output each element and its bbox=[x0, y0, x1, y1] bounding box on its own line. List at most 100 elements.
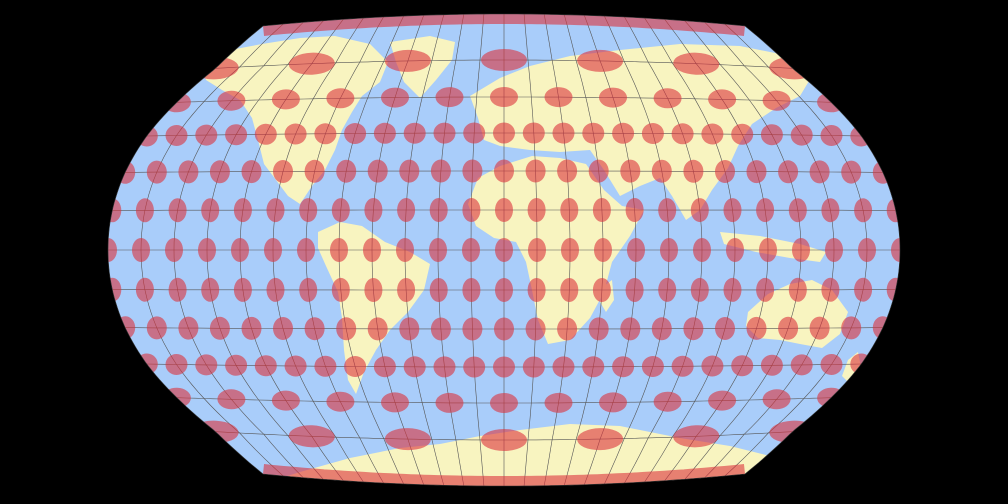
tissot-ellipse bbox=[690, 277, 709, 302]
tissot-ellipse bbox=[331, 198, 350, 223]
tissot-ellipse bbox=[429, 278, 448, 302]
tissot-ellipse bbox=[788, 277, 807, 302]
tissot-ellipse bbox=[288, 52, 335, 75]
tissot-ellipse bbox=[673, 425, 720, 448]
tissot-ellipse bbox=[132, 238, 150, 262]
tissot-ellipse bbox=[525, 317, 546, 341]
tissot-ellipse bbox=[588, 317, 609, 341]
tissot-ellipse bbox=[612, 356, 635, 378]
tissot-ellipse bbox=[304, 317, 325, 341]
tissot-ellipse bbox=[651, 159, 672, 183]
tissot-ellipse bbox=[397, 278, 416, 302]
tissot-ellipse bbox=[344, 122, 367, 145]
tissot-ellipse bbox=[528, 238, 546, 262]
tissot-ellipse bbox=[683, 159, 704, 183]
tissot-ellipse bbox=[490, 87, 518, 107]
tissot-ellipse bbox=[363, 238, 381, 262]
tissot-ellipse bbox=[683, 317, 704, 341]
tissot-ellipse bbox=[288, 425, 335, 448]
tissot-ellipse bbox=[435, 87, 464, 108]
tissot-ellipse bbox=[495, 278, 513, 302]
tissot-ellipse bbox=[201, 277, 220, 302]
tissot-ellipse bbox=[746, 316, 767, 340]
tissot-ellipse bbox=[135, 198, 154, 223]
tissot-ellipse bbox=[198, 238, 216, 262]
tissot-ellipse bbox=[463, 356, 486, 378]
tissot-ellipse bbox=[209, 160, 230, 184]
tissot-ellipse bbox=[701, 355, 724, 377]
tissot-ellipse bbox=[264, 238, 282, 262]
tissot-ellipse bbox=[254, 355, 277, 377]
tissot-ellipse bbox=[284, 355, 307, 377]
tissot-ellipse bbox=[201, 198, 220, 223]
tissot-ellipse bbox=[314, 123, 337, 145]
tissot-ellipse bbox=[495, 238, 513, 262]
tissot-ellipse bbox=[582, 356, 605, 378]
tissot-ellipse bbox=[429, 238, 447, 262]
tissot-ellipse bbox=[384, 49, 431, 72]
tissot-ellipse bbox=[429, 198, 448, 222]
tissot-ellipse bbox=[336, 317, 357, 341]
tissot-ellipse bbox=[233, 277, 252, 302]
tissot-ellipse bbox=[820, 353, 843, 376]
tissot-ellipse bbox=[481, 49, 527, 71]
tissot-ellipse bbox=[560, 198, 579, 222]
tissot-ellipse bbox=[462, 198, 481, 222]
tissot-ellipse bbox=[403, 356, 426, 378]
tissot-ellipse bbox=[653, 391, 682, 412]
tissot-ellipse bbox=[723, 277, 742, 302]
tissot-ellipse bbox=[462, 238, 480, 262]
tissot-ellipse bbox=[588, 159, 609, 183]
tissot-ellipse bbox=[272, 160, 294, 183]
tissot-ellipse bbox=[671, 123, 694, 145]
tissot-ellipse bbox=[594, 238, 612, 262]
tissot-ellipse bbox=[344, 355, 367, 378]
tissot-ellipse bbox=[762, 90, 791, 111]
tissot-ellipse bbox=[462, 159, 483, 183]
tissot-ellipse bbox=[463, 122, 486, 144]
tissot-ellipse bbox=[759, 238, 777, 262]
tissot-ellipse bbox=[178, 316, 199, 340]
tissot-ellipse bbox=[746, 160, 767, 184]
tissot-ellipse bbox=[326, 88, 355, 109]
tissot-ellipse bbox=[381, 87, 409, 108]
tissot-ellipse bbox=[625, 198, 644, 222]
tissot-ellipse bbox=[756, 198, 775, 223]
tissot-ellipse bbox=[701, 123, 724, 145]
tissot-ellipse bbox=[430, 317, 451, 341]
tissot-ellipse bbox=[493, 122, 515, 144]
tissot-ellipse bbox=[561, 238, 579, 262]
tissot-ellipse bbox=[658, 198, 677, 223]
tissot-ellipse bbox=[396, 238, 414, 262]
tissot-ellipse bbox=[726, 238, 744, 262]
tissot-ellipse bbox=[557, 159, 578, 183]
tissot-ellipse bbox=[495, 198, 513, 222]
tissot-ellipse bbox=[433, 356, 456, 378]
tissot-ellipse bbox=[841, 160, 862, 184]
tissot-ellipse bbox=[364, 198, 383, 222]
tissot-ellipse bbox=[577, 49, 624, 72]
tissot-ellipse bbox=[168, 198, 187, 223]
tissot-ellipse bbox=[399, 317, 420, 341]
tissot-ellipse bbox=[209, 316, 230, 340]
tissot-ellipse bbox=[367, 317, 388, 341]
tissot-ellipse bbox=[544, 392, 573, 413]
tissot-ellipse bbox=[266, 277, 285, 302]
tissot-ellipse bbox=[778, 316, 799, 340]
tissot-ellipse bbox=[790, 354, 813, 376]
tissot-ellipse bbox=[373, 122, 396, 144]
tissot-ellipse bbox=[373, 356, 396, 378]
tissot-ellipse bbox=[552, 356, 575, 378]
tissot-ellipse bbox=[660, 238, 678, 262]
tissot-ellipse bbox=[364, 278, 383, 302]
tissot-ellipse bbox=[241, 160, 262, 184]
tissot-ellipse bbox=[462, 317, 483, 341]
tissot-ellipse bbox=[544, 87, 573, 108]
tissot-ellipse bbox=[731, 123, 754, 145]
tissot-ellipse bbox=[271, 89, 300, 110]
tissot-ellipse bbox=[557, 317, 578, 341]
tissot-ellipse bbox=[599, 392, 627, 413]
tissot-ellipse bbox=[858, 238, 876, 262]
tissot-ellipse bbox=[714, 160, 736, 183]
